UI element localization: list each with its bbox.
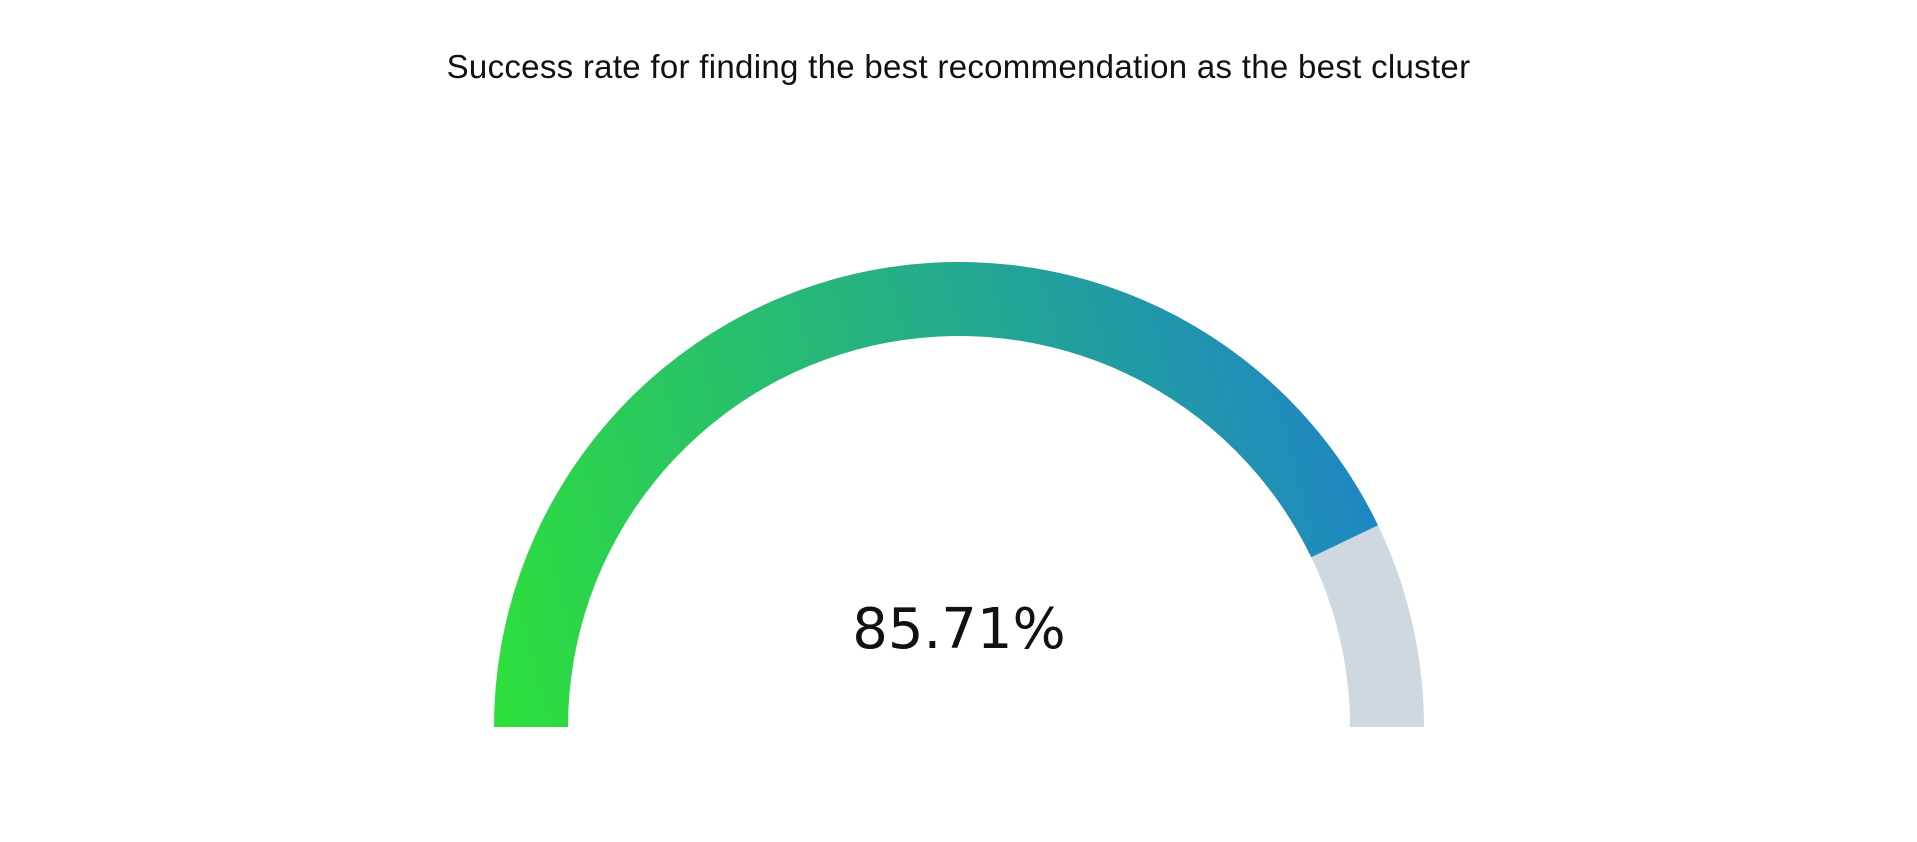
gauge-value-label: 85.71%: [852, 597, 1066, 662]
gauge-value-arc: [494, 262, 1378, 727]
chart-title: Success rate for finding the best recomm…: [446, 48, 1471, 85]
